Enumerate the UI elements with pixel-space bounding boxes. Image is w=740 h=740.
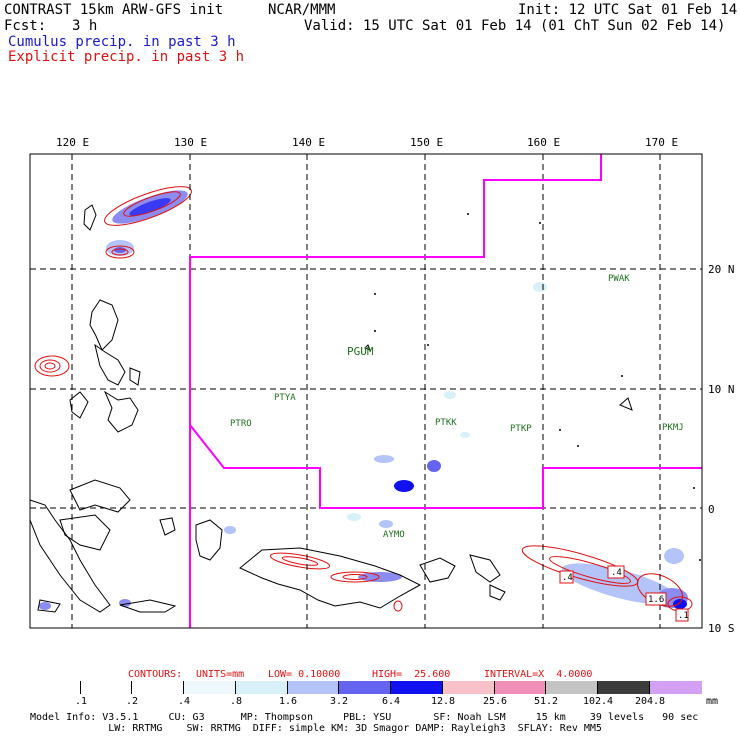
legend-label: .2	[125, 696, 139, 707]
legend-swatch	[30, 681, 81, 694]
lon-label: 150 E	[410, 136, 443, 149]
legend-label: 1.6	[278, 696, 298, 707]
legend-swatch	[546, 681, 598, 694]
forecast-hour: 3 h	[72, 18, 98, 34]
legend-label: 25.6	[482, 696, 508, 707]
legend-label: .8	[229, 696, 243, 707]
legend-swatch	[81, 681, 132, 694]
station-label: AYMO	[383, 530, 405, 540]
lat-label: 10 S	[708, 622, 735, 635]
lat-label: 0	[708, 503, 715, 516]
station-label: PWAK	[608, 274, 630, 284]
station-label: PTKP	[510, 424, 532, 434]
field-explicit-label: Explicit precip. in past 3 h	[8, 49, 245, 65]
lat-lon-grid	[30, 154, 702, 628]
legend-label: 102.4	[582, 696, 614, 707]
lat-label: 20 N	[708, 263, 735, 276]
legend-unit: mm	[706, 696, 719, 707]
lon-label: 120 E	[56, 136, 89, 149]
model-info-line2: LW: RRTMG SW: RRTMG DIFF: simple KM: 3D …	[30, 723, 602, 734]
legend-label: 3.2	[329, 696, 349, 707]
cumulus-precip-fill	[39, 190, 688, 610]
small-islands	[374, 213, 701, 561]
legend-swatch	[391, 681, 443, 694]
explicit-precip-contours	[34, 186, 693, 612]
lon-label: 130 E	[174, 136, 207, 149]
lon-label: 140 E	[292, 136, 325, 149]
coastlines	[29, 204, 633, 613]
organization-label: NCAR/MMM	[268, 2, 336, 18]
legend-swatch	[650, 681, 702, 694]
valid-time: Valid: 15 UTC Sat 01 Feb 14 (01 ChT Sun …	[304, 18, 726, 34]
station-label: PGUM	[347, 345, 374, 358]
station-label: PTRO	[230, 419, 252, 429]
contours-low: LOW= 0.10000	[268, 669, 341, 680]
legend-label: 51.2	[533, 696, 559, 707]
legend-swatch	[236, 681, 288, 694]
legend-swatch	[598, 681, 650, 694]
forecast-label: Fcst:	[4, 18, 47, 34]
lat-label: 10 N	[708, 383, 735, 396]
contours-interval: INTERVAL=X 4.0000	[484, 669, 593, 680]
legend-label: 6.4	[381, 696, 401, 707]
legend-swatch	[443, 681, 495, 694]
lon-label: 160 E	[527, 136, 560, 149]
legend-label: 12.8	[430, 696, 456, 707]
plot-title: CONTRAST 15km ARW-GFS init	[4, 2, 224, 18]
legend-label: .4	[177, 696, 191, 707]
contour-value: .1	[678, 611, 689, 621]
contours-label: CONTOURS:	[128, 669, 183, 680]
legend-swatch	[184, 681, 236, 694]
station-label: PKMJ	[662, 423, 684, 433]
fir-boundary-line	[189, 422, 702, 628]
contours-units: UNITS=mm	[196, 669, 245, 680]
station-labels: PWAK PGUM PTYA PTRO PTKK PTKP PKMJ AYMO	[230, 274, 684, 540]
station-label: PTYA	[274, 393, 296, 403]
init-time: Init: 12 UTC Sat 01 Feb 14	[518, 2, 738, 18]
contours-high: HIGH= 25.600	[372, 669, 451, 680]
map-frame	[29, 153, 703, 629]
field-cumulus-label: Cumulus precip. in past 3 h	[8, 34, 236, 50]
contour-value-labels: .4 .4 1.6 .1	[559, 565, 689, 622]
lon-label: 170 E	[645, 136, 678, 149]
legend-swatch	[339, 681, 391, 694]
fir-boundary-line	[189, 154, 602, 425]
legend-swatch	[132, 681, 184, 694]
model-info-line1: Model Info: V3.5.1 CU: G3 MP: Thompson P…	[30, 712, 699, 723]
station-label: PTKK	[435, 418, 457, 428]
legend-label: .1	[74, 696, 88, 707]
contour-value: 1.6	[648, 595, 664, 605]
contour-value: .4	[611, 568, 622, 578]
legend-label: 204.8	[634, 696, 666, 707]
precip-map: 120 E 130 E 140 E 150 E 160 E 170 E 20 N…	[29, 136, 735, 635]
contour-value: .4	[562, 573, 573, 583]
legend-swatch	[495, 681, 546, 694]
legend-swatch	[288, 681, 339, 694]
